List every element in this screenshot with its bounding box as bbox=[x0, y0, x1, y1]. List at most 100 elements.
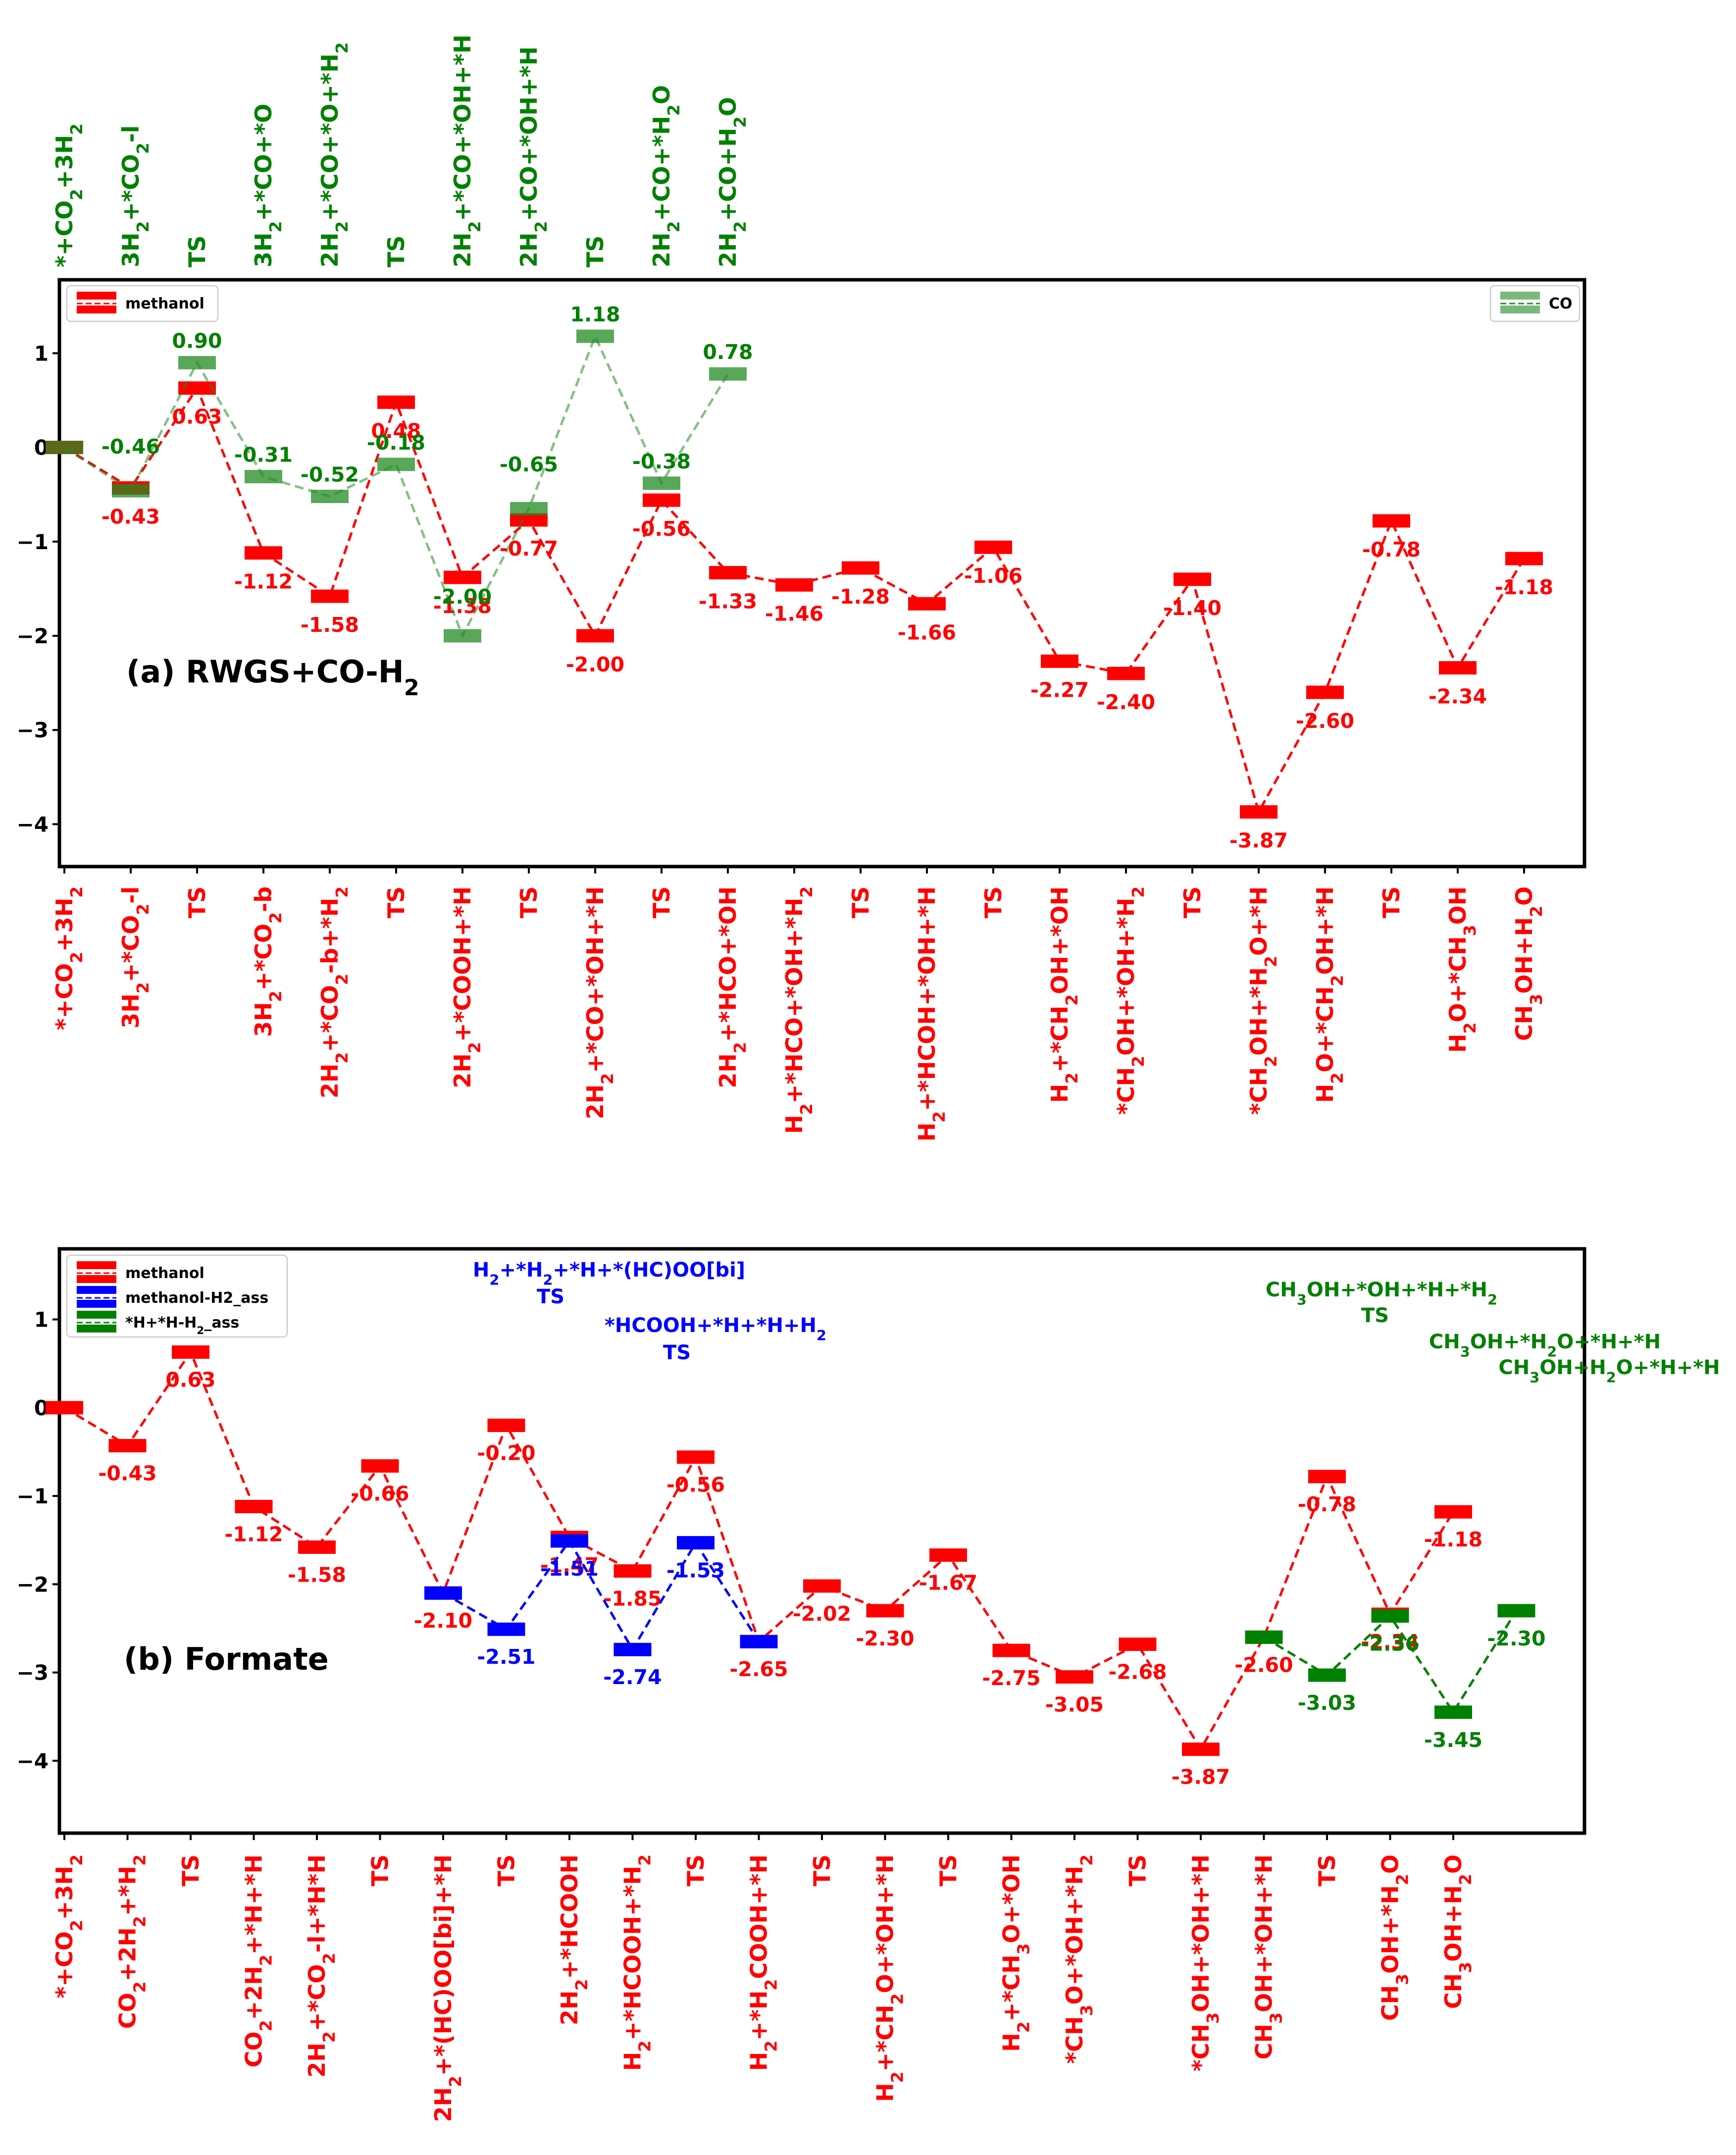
x-category-label: TS bbox=[383, 886, 409, 919]
value-label: -2.30 bbox=[856, 1627, 914, 1650]
x-category-label: *CH3OH+*OH+*H bbox=[1187, 1854, 1223, 2071]
x-category-label: H2+*HCOOH+*H2 bbox=[619, 1854, 655, 2071]
energy-level-bar bbox=[1245, 1630, 1283, 1644]
value-label: 0.48 bbox=[371, 419, 421, 443]
energy-level-bar bbox=[992, 1643, 1030, 1657]
value-label: 0.90 bbox=[172, 329, 222, 353]
value-label: -1.28 bbox=[831, 585, 890, 609]
energy-level-bar bbox=[1505, 552, 1543, 565]
value-label: -1.66 bbox=[898, 620, 956, 644]
value-label: -2.60 bbox=[1296, 709, 1354, 733]
energy-level-bar bbox=[613, 1564, 652, 1578]
value-label: -0.20 bbox=[477, 1441, 535, 1465]
energy-level-bar bbox=[775, 578, 813, 592]
annotation-label: CH3OH+H2O+*H+*H bbox=[1498, 1356, 1720, 1386]
value-label: -2.51 bbox=[477, 1645, 535, 1669]
legend: CO bbox=[1489, 285, 1581, 322]
energy-level-bar bbox=[1434, 1505, 1472, 1519]
x-category-label: *CH3O+*OH+*H2 bbox=[1061, 1854, 1096, 2064]
annotation-label: TS bbox=[1361, 1304, 1389, 1327]
annotation-label: CH3OH+*OH+*H+*H2 bbox=[1266, 1279, 1497, 1308]
x-category-label: H2+*CH2OH+*OH bbox=[1046, 886, 1081, 1103]
x-category-label: TS bbox=[935, 1854, 962, 1887]
energy-level-bar bbox=[1439, 661, 1477, 675]
annotation-label: TS bbox=[537, 1285, 564, 1308]
legend-label: CO bbox=[1549, 295, 1573, 312]
x-category-label: TS bbox=[682, 1854, 709, 1887]
value-label: -0.66 bbox=[351, 1482, 409, 1505]
legend-swatch bbox=[1500, 292, 1540, 300]
value-label: -1.06 bbox=[964, 564, 1022, 588]
energy-level-bar bbox=[1119, 1638, 1157, 1651]
y-tick-label: −3 bbox=[17, 1661, 49, 1685]
energy-level-bar bbox=[510, 502, 548, 515]
value-label: -1.47 bbox=[540, 1553, 599, 1577]
value-label: -3.87 bbox=[1229, 829, 1288, 853]
x-category-label: CO2+2H2+*H2 bbox=[114, 1854, 150, 2029]
energy-level-bar bbox=[311, 489, 349, 503]
top-category-label: TS bbox=[582, 235, 609, 267]
x-category-label: TS bbox=[980, 886, 1007, 919]
series-methanol-h2-ass: -2.51 -1.51 -2.74 -1.53 bbox=[424, 1534, 778, 1689]
x-category-label: 2H2+*HCO+*OH bbox=[715, 886, 750, 1088]
x-category-label: 2H2+*(HC)OO[bi]+*H bbox=[430, 1854, 465, 2122]
energy-level-bar bbox=[245, 470, 282, 484]
x-category-label: TS bbox=[515, 886, 542, 919]
annotation-label: CH3OH+*H2O+*H+*H bbox=[1429, 1331, 1661, 1360]
panel-title: (a) RWGS+CO-H2 bbox=[126, 654, 419, 701]
top-category-label: 3H2+*CO+*O bbox=[250, 103, 285, 267]
x-category-label: *+CO2+3H2 bbox=[51, 1854, 86, 1999]
value-label: -0.65 bbox=[500, 453, 558, 476]
value-label: -0.52 bbox=[301, 462, 359, 486]
value-label: -3.05 bbox=[1045, 1693, 1104, 1717]
legend-swatch bbox=[1500, 306, 1540, 313]
legend-swatch bbox=[77, 1311, 116, 1319]
legend-swatch bbox=[77, 1275, 116, 1283]
value-label: -2.02 bbox=[793, 1602, 851, 1626]
y-tick-label: −1 bbox=[17, 1484, 49, 1508]
energy-level-bar bbox=[235, 1499, 273, 1513]
energy-level-bar bbox=[1434, 1705, 1472, 1719]
x-category-label: 2H2+*CO+*OH+*H bbox=[582, 886, 617, 1119]
energy-level-bar bbox=[46, 441, 83, 455]
energy-level-bar bbox=[1107, 667, 1145, 680]
panel-title: (b) Formate bbox=[124, 1641, 329, 1677]
top-category-label: 2H2+CO+*OH+*H bbox=[515, 47, 551, 267]
x-category-label: *CH2OH+*OH+*H2 bbox=[1113, 886, 1148, 1115]
value-label: -2.60 bbox=[1234, 1653, 1293, 1677]
top-category-label: 2H2+*CO+*O+*H2 bbox=[316, 42, 352, 267]
value-label: -1.33 bbox=[699, 590, 757, 614]
x-category-label: TS bbox=[1314, 1854, 1340, 1887]
legend: methanol methanol-H2_ass *H+*H-H2_ass bbox=[66, 1254, 288, 1338]
energy-level-bar bbox=[108, 1438, 147, 1452]
value-label: -0.78 bbox=[1298, 1492, 1356, 1516]
value-label: -0.56 bbox=[666, 1473, 725, 1497]
top-category-label: 2H2+CO+H2O bbox=[715, 97, 750, 267]
value-label: -1.58 bbox=[288, 1563, 346, 1587]
legend-label: methanol-H2_ass bbox=[125, 1289, 268, 1307]
x-category-label: TS bbox=[177, 1854, 204, 1887]
energy-level-bar bbox=[510, 513, 548, 527]
top-category-label: TS bbox=[383, 235, 409, 267]
series-methanol: -0.430.63-1.12-1.58-0.66-2.10-0.20-1.47-… bbox=[46, 1345, 1482, 1789]
value-label: -2.00 bbox=[433, 585, 492, 609]
y-tick-label: −4 bbox=[17, 812, 49, 836]
series-co: -0.46 0.90 -0.31 -0.52 -0.18 -2.00 -0.65 1.18 -0… bbox=[46, 303, 753, 643]
y-tick-label: 1 bbox=[34, 341, 49, 365]
value-label: -1.85 bbox=[603, 1587, 662, 1611]
annotation-label: H2+*H2+*H+*(HC)OO[bi] bbox=[473, 1259, 745, 1288]
energy-level-bar bbox=[677, 1450, 715, 1464]
x-category-label: TS bbox=[809, 1854, 835, 1887]
x-category-label: H2+*HCO+*OH+*H2 bbox=[781, 886, 816, 1134]
x-category-label: H2+*CH3O+*OH bbox=[998, 1854, 1033, 2052]
energy-level-bar bbox=[1373, 514, 1410, 528]
legend-label: methanol bbox=[125, 295, 204, 312]
series-methanol: -0.430.63-1.12-1.580.48-1.38-0.77-2.00-0… bbox=[46, 381, 1553, 853]
x-category-label: H2O+*CH2OH+*H bbox=[1312, 886, 1347, 1103]
x-category-label: H2O+*CH3OH bbox=[1444, 886, 1480, 1053]
x-category-label: TS bbox=[493, 1854, 520, 1887]
top-category-label: 2H2+CO+*H2O bbox=[648, 85, 683, 267]
value-label: -1.53 bbox=[666, 1559, 725, 1583]
